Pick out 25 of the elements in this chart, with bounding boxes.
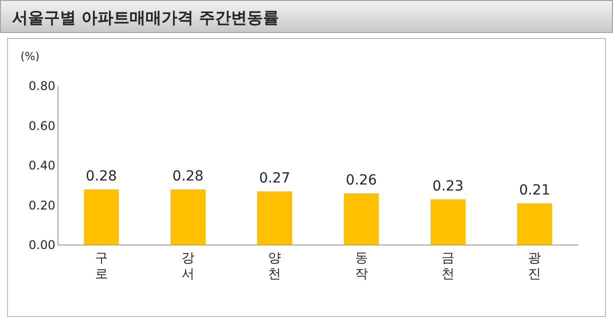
x-tick-label: 강서 xyxy=(182,251,194,282)
y-tick-label: 0.40 xyxy=(28,158,56,172)
data-label: 0.28 xyxy=(172,168,204,184)
bar xyxy=(257,191,292,245)
data-label: 0.23 xyxy=(432,178,464,194)
data-label: 0.27 xyxy=(259,170,290,186)
data-label: 0.28 xyxy=(86,168,117,184)
bar xyxy=(170,189,206,245)
y-tick-label: 0.00 xyxy=(28,238,56,252)
bar xyxy=(517,203,552,245)
bar xyxy=(430,199,466,245)
y-tick-label: 0.60 xyxy=(28,118,56,133)
bar xyxy=(84,189,119,245)
x-tick-label: 광진 xyxy=(528,251,542,282)
x-tick-label: 양천 xyxy=(268,251,282,282)
data-label: 0.26 xyxy=(346,172,378,188)
y-axis-title: (%) xyxy=(20,50,40,63)
chart-title: 서울구별 아파트매매가격 주간변동률 xyxy=(12,8,280,27)
y-tick-label: 0.80 xyxy=(28,79,56,93)
bar xyxy=(344,193,379,245)
data-label: 0.21 xyxy=(519,182,550,198)
x-tick-label: 금천 xyxy=(442,251,454,282)
y-tick-label: 0.20 xyxy=(28,198,56,212)
x-tick-label: 구로 xyxy=(94,251,108,282)
x-tick-label: 동작 xyxy=(354,251,368,282)
